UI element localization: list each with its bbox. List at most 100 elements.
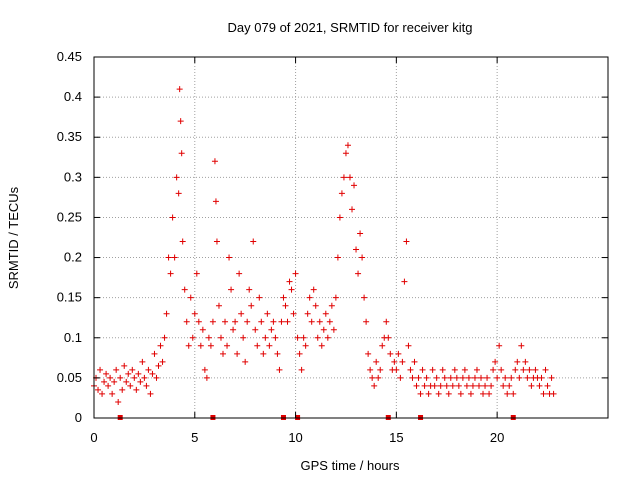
data-point [306, 294, 313, 301]
data-point [435, 390, 442, 397]
data-point [550, 390, 557, 397]
data-point [149, 370, 156, 377]
data-point [312, 302, 319, 309]
data-point [393, 366, 400, 373]
data-point [238, 310, 245, 317]
data-point [266, 342, 273, 349]
y-tick-label: 0.25 [57, 209, 82, 224]
data-point [107, 374, 114, 381]
data-point [197, 342, 204, 349]
data-point [415, 374, 422, 381]
data-point [264, 310, 271, 317]
data-point [346, 174, 353, 181]
data-point [290, 310, 297, 317]
data-point [520, 366, 527, 373]
data-point [540, 390, 547, 397]
data-point [310, 286, 317, 293]
data-point [439, 366, 446, 373]
y-tick-label: 0.1 [64, 330, 82, 345]
data-point [226, 254, 233, 261]
grid [94, 57, 608, 418]
data-point [399, 358, 406, 365]
data-point [145, 366, 152, 373]
data-point [314, 334, 321, 341]
data-point [502, 374, 509, 381]
data-point [338, 190, 345, 197]
data-point [413, 382, 420, 389]
data-point [178, 150, 185, 157]
data-point [113, 366, 120, 373]
data-point [250, 238, 257, 245]
data-point [165, 254, 172, 261]
data-point [189, 334, 196, 341]
data-point [526, 366, 533, 373]
data-point [359, 254, 366, 261]
data-point [425, 390, 432, 397]
data-point [469, 382, 476, 389]
data-point [351, 182, 358, 189]
data-point [101, 378, 108, 385]
data-point [308, 318, 315, 325]
y-tick-label: 0.05 [57, 370, 82, 385]
data-point [538, 374, 545, 381]
x-axis-label: GPS time / hours [301, 458, 400, 473]
data-point [369, 374, 376, 381]
data-point [274, 350, 281, 357]
data-point [199, 326, 206, 333]
data-point [141, 374, 148, 381]
data-point [455, 382, 462, 389]
data-point [185, 342, 192, 349]
data-point [252, 326, 259, 333]
data-point [181, 286, 188, 293]
data-point [256, 294, 263, 301]
data-point [403, 238, 410, 245]
data-point [524, 374, 531, 381]
data-point [367, 366, 374, 373]
data-point [544, 382, 551, 389]
data-point [268, 326, 275, 333]
data-point [492, 358, 499, 365]
data-point [429, 366, 436, 373]
data-point [234, 350, 241, 357]
data-point [340, 174, 347, 181]
data-point [205, 334, 212, 341]
data-point [176, 86, 183, 93]
data-point [246, 286, 253, 293]
y-tick-label: 0.4 [64, 89, 82, 104]
data-point [449, 382, 456, 389]
data-point [498, 366, 505, 373]
data-point [488, 382, 495, 389]
data-point [433, 374, 440, 381]
data-point [135, 370, 142, 377]
y-tick-label: 0.15 [57, 290, 82, 305]
data-point [258, 318, 265, 325]
data-point [248, 302, 255, 309]
data-point [207, 342, 214, 349]
data-point [278, 318, 285, 325]
data-point [163, 310, 170, 317]
data-point [494, 374, 501, 381]
data-point [139, 358, 146, 365]
data-point [320, 326, 327, 333]
data-point [304, 310, 311, 317]
data-point [316, 318, 323, 325]
data-point [318, 342, 325, 349]
data-point [480, 390, 487, 397]
data-point [213, 238, 220, 245]
data-point [288, 286, 295, 293]
data-point [328, 302, 335, 309]
data-point [157, 342, 164, 349]
data-point [272, 334, 279, 341]
data-point [423, 374, 430, 381]
data-point [453, 374, 460, 381]
data-point [379, 342, 386, 349]
data-point [171, 254, 178, 261]
data-point [518, 342, 525, 349]
data-point [217, 334, 224, 341]
data-point [401, 278, 408, 285]
data-point [131, 374, 138, 381]
data-point [105, 382, 112, 389]
data-point [409, 374, 416, 381]
data-point [153, 374, 160, 381]
data-point [300, 334, 307, 341]
